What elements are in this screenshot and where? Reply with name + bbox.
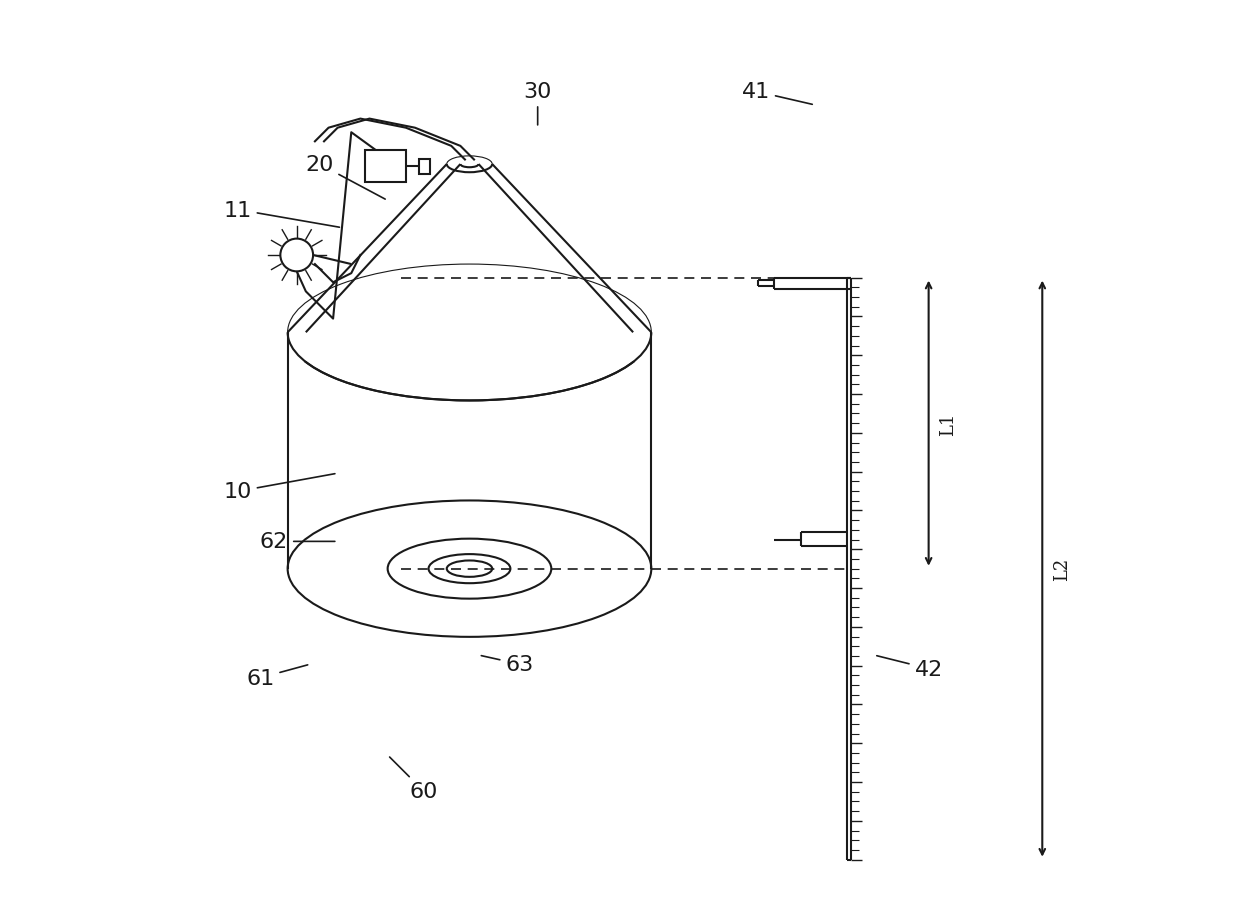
- FancyBboxPatch shape: [420, 159, 430, 174]
- Text: 62: 62: [260, 532, 335, 552]
- Text: L2: L2: [1053, 558, 1072, 580]
- Circle shape: [280, 240, 313, 272]
- Text: 11: 11: [223, 200, 339, 228]
- Text: 10: 10: [223, 474, 335, 502]
- Text: L1: L1: [939, 412, 958, 435]
- Text: 30: 30: [524, 82, 551, 126]
- Text: 61: 61: [247, 665, 307, 688]
- Text: 41: 41: [742, 82, 813, 105]
- Text: 63: 63: [481, 654, 534, 674]
- FancyBboxPatch shape: [366, 151, 406, 183]
- Text: 60: 60: [389, 757, 439, 802]
- Text: 20: 20: [305, 155, 385, 200]
- Text: 42: 42: [877, 656, 943, 679]
